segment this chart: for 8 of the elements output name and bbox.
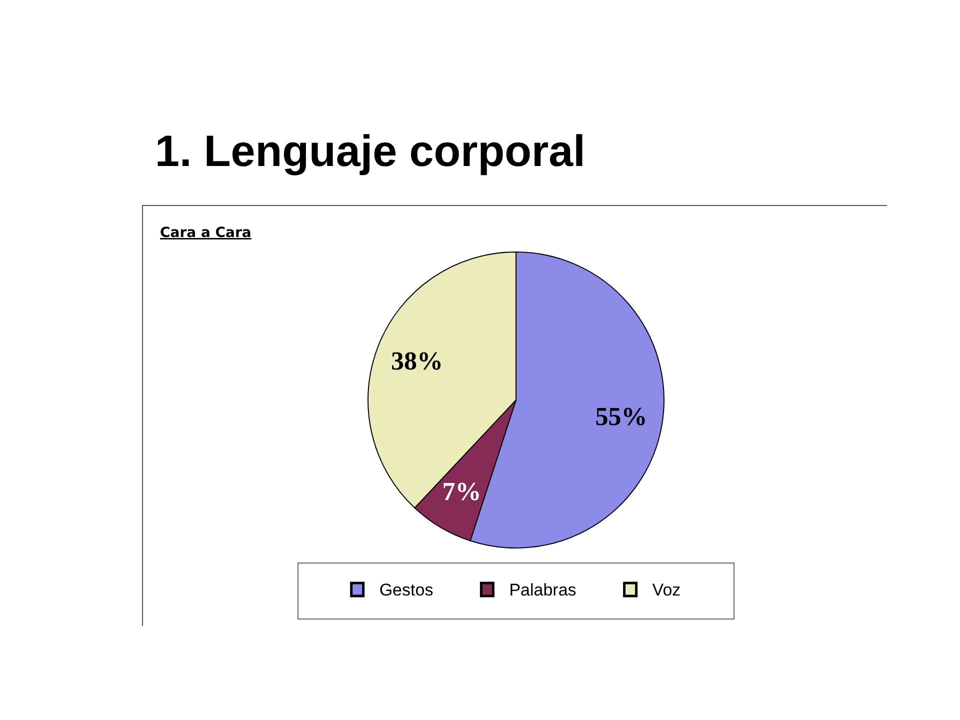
legend-label: Gestos: [379, 580, 434, 600]
legend-label: Voz: [652, 580, 681, 600]
data-label: 55%: [595, 402, 648, 432]
legend-label: Palabras: [509, 580, 576, 600]
data-label: 38%: [390, 346, 443, 376]
data-label: 7%: [442, 477, 482, 506]
chart-title: 1. Lenguaje corporal: [155, 127, 586, 176]
chart-subtitle: Cara a Cara: [160, 225, 252, 241]
